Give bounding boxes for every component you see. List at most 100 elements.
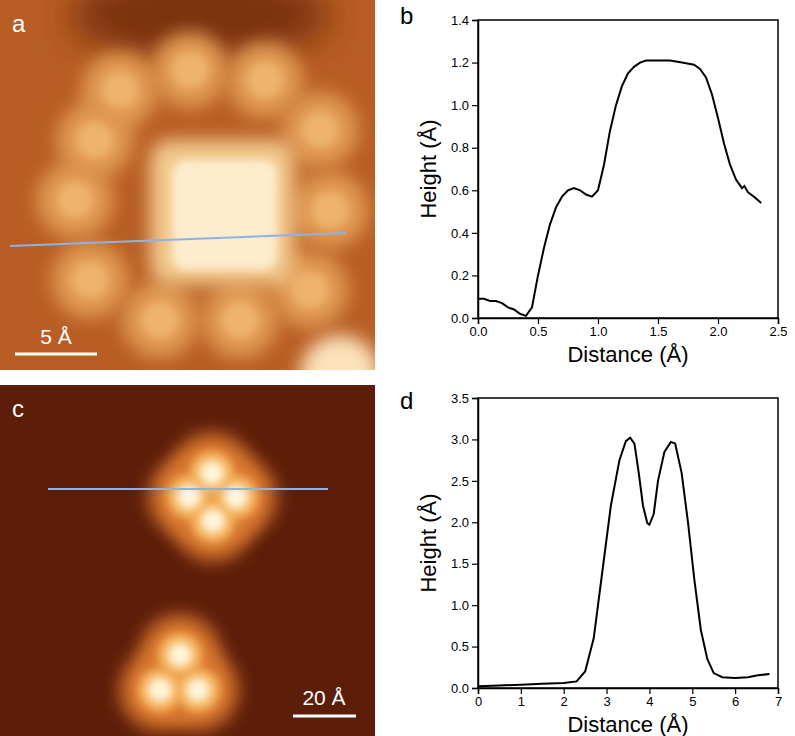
y-tick-mark xyxy=(472,62,478,63)
x-tick-mark xyxy=(598,318,599,324)
image-blob xyxy=(292,272,328,308)
panel-label: c xyxy=(12,395,24,422)
y-tick: 0.0 xyxy=(451,681,478,696)
x-tick: 0.5 xyxy=(529,318,547,339)
scale-bar xyxy=(293,715,356,718)
x-axis: 0.00.51.01.52.02.5 xyxy=(469,318,787,339)
y-tick-mark xyxy=(472,439,478,440)
x-axis-line xyxy=(479,689,779,695)
profile-line xyxy=(10,233,346,246)
image-blob xyxy=(302,112,338,148)
y-tick: 2.5 xyxy=(451,474,478,489)
y-tick: 1.4 xyxy=(451,13,478,28)
y-tick-label: 1.5 xyxy=(451,556,469,571)
height-profile xyxy=(478,60,761,315)
scale-bar-label: 5 Å xyxy=(40,325,72,348)
figure: 5 Å a 0.0 0.5 1.0 1.5 2.0 2.5 0.0 0.2 0.4 0.6 0.8 1.0… xyxy=(0,0,795,736)
y-tick: 1.5 xyxy=(451,556,478,571)
y-tick: 3.5 xyxy=(451,391,478,406)
y-tick: 3.0 xyxy=(451,432,478,447)
y-tick-mark xyxy=(472,20,478,21)
x-tick: 5 xyxy=(689,688,696,709)
y-tick-label: 0.8 xyxy=(451,140,469,155)
x-tick: 1 xyxy=(518,688,525,709)
x-tick-label: 5 xyxy=(689,694,696,709)
image-blob xyxy=(300,335,375,370)
x-tick-mark xyxy=(564,688,565,694)
x-tick-label: 2 xyxy=(561,694,568,709)
image-blob xyxy=(292,172,368,248)
x-tick-label: 3 xyxy=(603,694,610,709)
x-tick-label: 0.0 xyxy=(469,324,487,339)
y-tick-mark xyxy=(472,522,478,523)
line-chart-panel: 012345670.00.51.01.52.02.53.03.5Distance… xyxy=(400,387,782,736)
height-profile xyxy=(478,438,769,687)
y-tick-label: 3.0 xyxy=(451,432,469,447)
y-tick-label: 0.0 xyxy=(451,311,469,326)
y-tick: 0.5 xyxy=(451,639,478,654)
plot-marks xyxy=(478,60,761,315)
y-tick-label: 1.0 xyxy=(451,598,469,613)
y-tick-label: 0.5 xyxy=(451,639,469,654)
y-tick-mark xyxy=(472,233,478,234)
x-tick-label: 7 xyxy=(775,694,782,709)
image-blob xyxy=(122,282,198,358)
y-tick-label: 2.5 xyxy=(451,474,469,489)
y-tick-mark xyxy=(472,605,478,606)
y-tick: 0.6 xyxy=(451,183,478,198)
molecule-core xyxy=(201,509,225,533)
x-tick-mark xyxy=(538,318,539,324)
y-tick: 0.4 xyxy=(451,226,478,241)
image-blob xyxy=(312,192,348,228)
x-axis-title: Distance (Å) xyxy=(567,342,688,367)
y-tick-mark xyxy=(472,398,478,399)
x-tick-label: 1.0 xyxy=(589,324,607,339)
y-axis-title: Height (Å) xyxy=(416,119,441,218)
molecule-lobe xyxy=(176,668,220,712)
image-blob xyxy=(247,62,283,98)
image-blob xyxy=(202,282,278,358)
y-tick-label: 2.0 xyxy=(451,515,469,530)
x-tick: 2.0 xyxy=(709,318,727,339)
panel-label: b xyxy=(400,2,413,29)
molecule-core xyxy=(186,678,210,702)
x-tick: 4 xyxy=(646,688,653,709)
y-tick: 0.2 xyxy=(451,268,478,283)
image-blob xyxy=(77,122,113,158)
x-tick-mark xyxy=(649,688,650,694)
plot-frame xyxy=(478,398,778,688)
x-tick: 6 xyxy=(732,688,739,709)
x-tick-label: 0.5 xyxy=(529,324,547,339)
y-tick: 1.0 xyxy=(451,598,478,613)
y-tick: 0.0 xyxy=(451,311,478,326)
x-tick-mark xyxy=(658,318,659,324)
x-axis-line xyxy=(479,319,779,325)
y-tick-label: 0.4 xyxy=(451,226,469,241)
y-tick: 1.2 xyxy=(451,55,478,70)
plot-marks xyxy=(478,438,769,687)
x-tick-mark xyxy=(692,688,693,694)
x-tick-mark xyxy=(521,688,522,694)
x-tick: 1.5 xyxy=(649,318,667,339)
x-tick-mark xyxy=(735,688,736,694)
scale-bar xyxy=(15,353,97,356)
y-tick-mark xyxy=(472,564,478,565)
y-axis: 0.0 0.2 0.4 0.6 0.8 1.0 1.2 1.4 xyxy=(451,13,479,326)
image-blob xyxy=(52,242,128,318)
image-bright-center xyxy=(150,140,295,285)
image-blob xyxy=(222,302,258,338)
x-tick-label: 6 xyxy=(732,694,739,709)
x-tick: 1.0 xyxy=(589,318,607,339)
panel-label: a xyxy=(12,10,26,37)
y-axis-title: Height (Å) xyxy=(416,493,441,592)
profile-line xyxy=(48,488,328,490)
image-bright-core xyxy=(172,160,277,270)
panel-label: d xyxy=(400,387,413,414)
y-tick-label: 1.0 xyxy=(451,98,469,113)
x-tick: 7 xyxy=(775,688,782,709)
stm-image-panel: 5 Å a xyxy=(0,0,380,415)
image-blob xyxy=(142,302,178,338)
image-blob xyxy=(152,32,228,108)
y-tick-label: 0.2 xyxy=(451,268,469,283)
x-axis: 01234567 xyxy=(475,688,782,709)
